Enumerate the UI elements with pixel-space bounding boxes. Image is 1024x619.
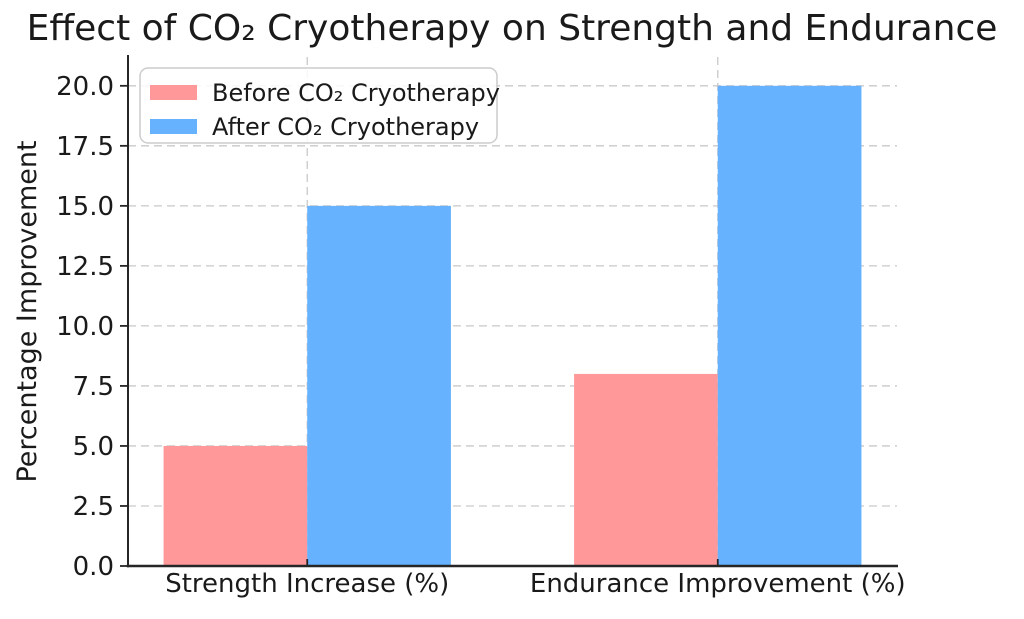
legend-swatch <box>150 85 197 100</box>
y-tick-label: 2.5 <box>73 492 114 522</box>
bar <box>163 445 308 566</box>
bar <box>307 205 451 566</box>
y-tick-label: 12.5 <box>56 252 114 282</box>
y-tick-label: 20.0 <box>56 72 114 102</box>
y-tick-label: 0.0 <box>73 552 114 582</box>
y-axis-label: Percentage Improvement <box>12 140 43 482</box>
y-tick-label: 15.0 <box>56 192 114 222</box>
y-tick-label: 10.0 <box>56 312 114 342</box>
legend-box <box>139 67 498 144</box>
y-tick-label: 7.5 <box>73 372 114 402</box>
bar <box>717 85 862 567</box>
legend-swatch <box>150 119 197 134</box>
chart-title: Effect of CO₂ Cryotherapy on Strength an… <box>26 8 998 49</box>
legend-label: Before CO₂ Cryotherapy <box>212 79 500 107</box>
legend-label: After CO₂ Cryotherapy <box>212 113 479 141</box>
x-tick-label: Endurance Improvement (%) <box>530 569 906 599</box>
y-tick-label: 17.5 <box>56 132 114 162</box>
y-tick-label: 5.0 <box>73 432 114 462</box>
bar <box>574 373 718 566</box>
x-tick-label: Strength Increase (%) <box>165 569 449 599</box>
